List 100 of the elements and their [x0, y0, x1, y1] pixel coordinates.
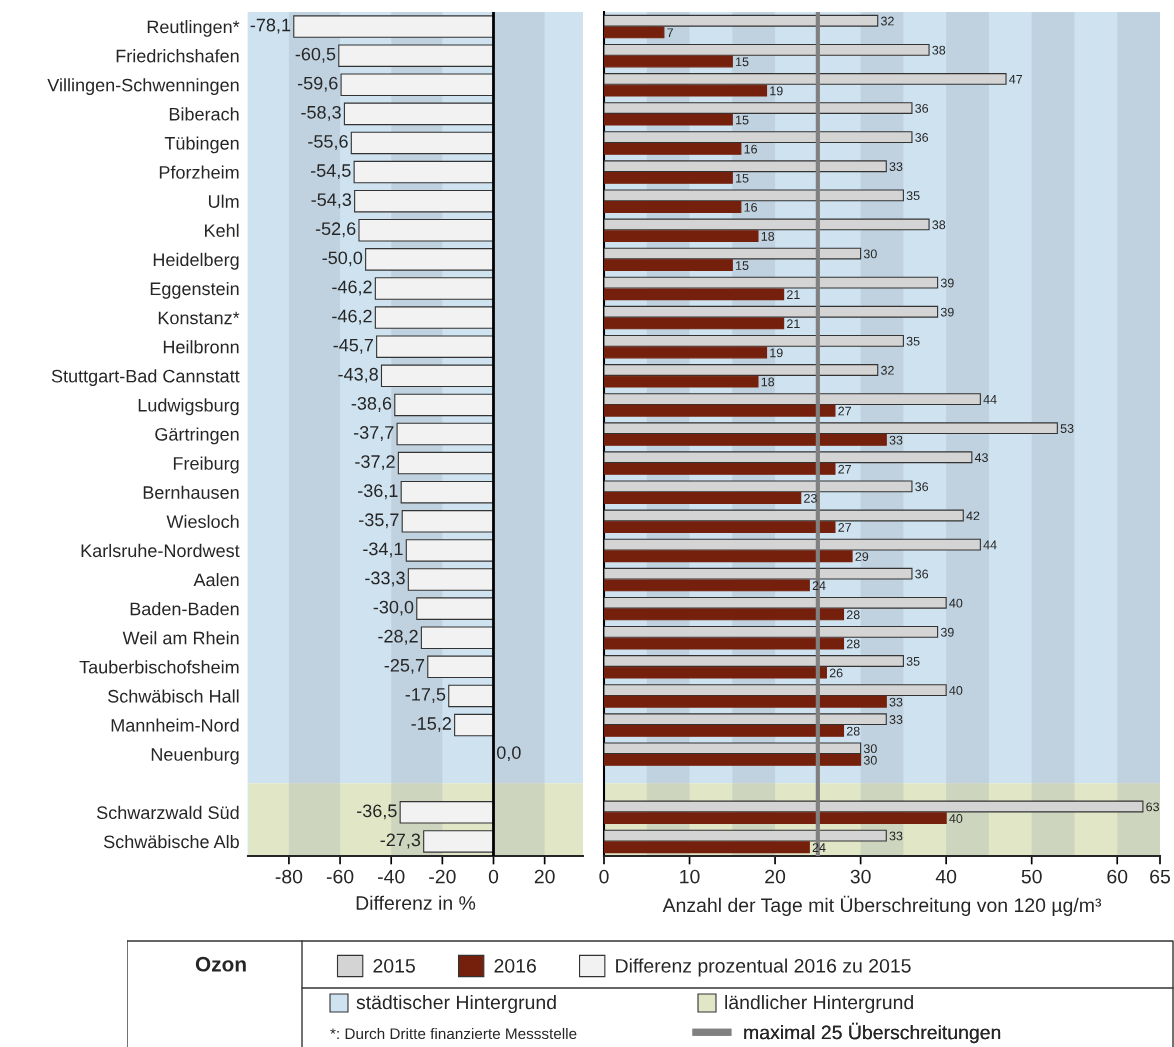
data-label: -45,7	[333, 338, 373, 354]
bar	[604, 113, 733, 126]
bar	[604, 480, 913, 493]
data-label: -54,3	[311, 193, 352, 209]
data-label: -46,2	[332, 309, 372, 325]
bar	[604, 492, 802, 504]
y-tick-label: Neuenburg	[151, 747, 239, 765]
y-tick-label: Schwäbische Alb	[103, 834, 239, 849]
y-tick-label: Kehl	[205, 223, 239, 237]
data-label: -25,7	[384, 658, 425, 674]
bar	[604, 346, 768, 359]
data-label: -60,5	[295, 47, 336, 63]
x-tick-label: 0	[488, 869, 499, 884]
bar	[604, 422, 1058, 435]
bar	[604, 841, 810, 854]
data-label: 28	[846, 639, 860, 649]
x-tick-label: 20	[765, 869, 786, 884]
bar	[604, 695, 887, 708]
data-label: -78,1	[250, 18, 291, 34]
data-label: -34,1	[363, 542, 403, 558]
x-tick-label: 65	[1150, 869, 1170, 884]
data-label: 15	[736, 173, 749, 183]
data-label: 24	[812, 843, 826, 852]
data-label: 21	[787, 319, 800, 329]
y-tick-label: Heidelberg	[153, 252, 239, 270]
x-tick-label: -80	[275, 869, 303, 884]
bar	[604, 84, 768, 97]
bar	[604, 451, 973, 464]
y-tick-label: Freiburg	[173, 456, 239, 474]
x-tick-label: 0	[599, 869, 609, 884]
legend-label: maximal 25 Überschreitungen	[744, 1022, 1001, 1044]
bar	[604, 259, 733, 272]
legend-label: 2016	[494, 958, 536, 973]
data-label: 35	[906, 336, 920, 346]
data-label: 16	[744, 202, 757, 212]
x-tick-label: -20	[429, 869, 456, 884]
bar	[604, 55, 733, 68]
text: ländlicher Hintergrund	[725, 994, 913, 1014]
x-tick-label: 60	[1107, 869, 1128, 884]
bar	[604, 567, 913, 580]
data-label: 27	[838, 464, 852, 474]
y-tick-label: Schwarzwald Süd	[96, 805, 239, 820]
data-label: 30	[863, 249, 877, 259]
bar	[604, 800, 1144, 813]
data-label: -36,1	[358, 484, 398, 500]
bar	[604, 550, 853, 563]
text: städtischer Hintergrund	[356, 994, 556, 1014]
bar	[604, 521, 836, 534]
data-label: -15,2	[411, 717, 451, 733]
data-label: 0,0	[496, 746, 521, 762]
data-label: 38	[932, 45, 946, 55]
data-label: -38,6	[351, 396, 392, 412]
y-tick-label: Aalen	[193, 572, 239, 587]
data-label: -55,6	[308, 135, 348, 150]
data-label: 44	[983, 395, 997, 404]
data-label: 21	[787, 290, 800, 299]
data-label: 40	[949, 686, 963, 695]
data-label: 40	[949, 598, 963, 608]
bar	[604, 666, 827, 679]
bar	[604, 754, 862, 766]
data-label: -33,3	[365, 571, 405, 587]
y-tick-label: Konstanz*	[158, 311, 240, 325]
data-label: 27	[838, 523, 852, 532]
data-label: -37,7	[353, 426, 394, 441]
data-label: 39	[940, 307, 954, 317]
bar	[604, 742, 862, 755]
data-label: -30,0	[373, 600, 414, 616]
bar	[604, 463, 836, 475]
data-label: -37,2	[355, 455, 395, 471]
bar	[604, 637, 845, 650]
bar	[604, 305, 939, 318]
x-tick-label: 20	[534, 869, 555, 884]
data-label: 39	[940, 278, 954, 288]
data-label: 35	[906, 191, 920, 201]
data-label: 36	[915, 103, 929, 113]
bar	[604, 334, 904, 347]
bar	[604, 160, 887, 173]
data-label: 28	[846, 726, 860, 736]
x-tick-label: -40	[378, 869, 405, 884]
bar	[604, 201, 742, 213]
bar	[604, 131, 913, 144]
data-label: 19	[770, 86, 783, 96]
bar	[604, 43, 930, 56]
data-label: 39	[940, 627, 954, 637]
x-tick-label: -60	[326, 869, 354, 884]
data-label: 15	[736, 115, 749, 125]
bar	[604, 608, 845, 621]
bar	[604, 276, 939, 289]
y-tick-label: Tauberbischofsheim	[79, 660, 239, 674]
y-tick-label: Biberach	[169, 107, 239, 121]
x-axis-title: Differenz in %	[356, 895, 476, 910]
bar	[604, 26, 665, 39]
bar	[604, 812, 947, 825]
bar	[604, 317, 785, 330]
data-label: 43	[974, 453, 988, 463]
y-tick-label: Ulm	[208, 194, 239, 208]
bar	[604, 247, 862, 260]
y-tick-label: Reutlingen*	[147, 20, 240, 37]
data-label: 47	[1009, 74, 1023, 84]
bar	[604, 171, 733, 184]
